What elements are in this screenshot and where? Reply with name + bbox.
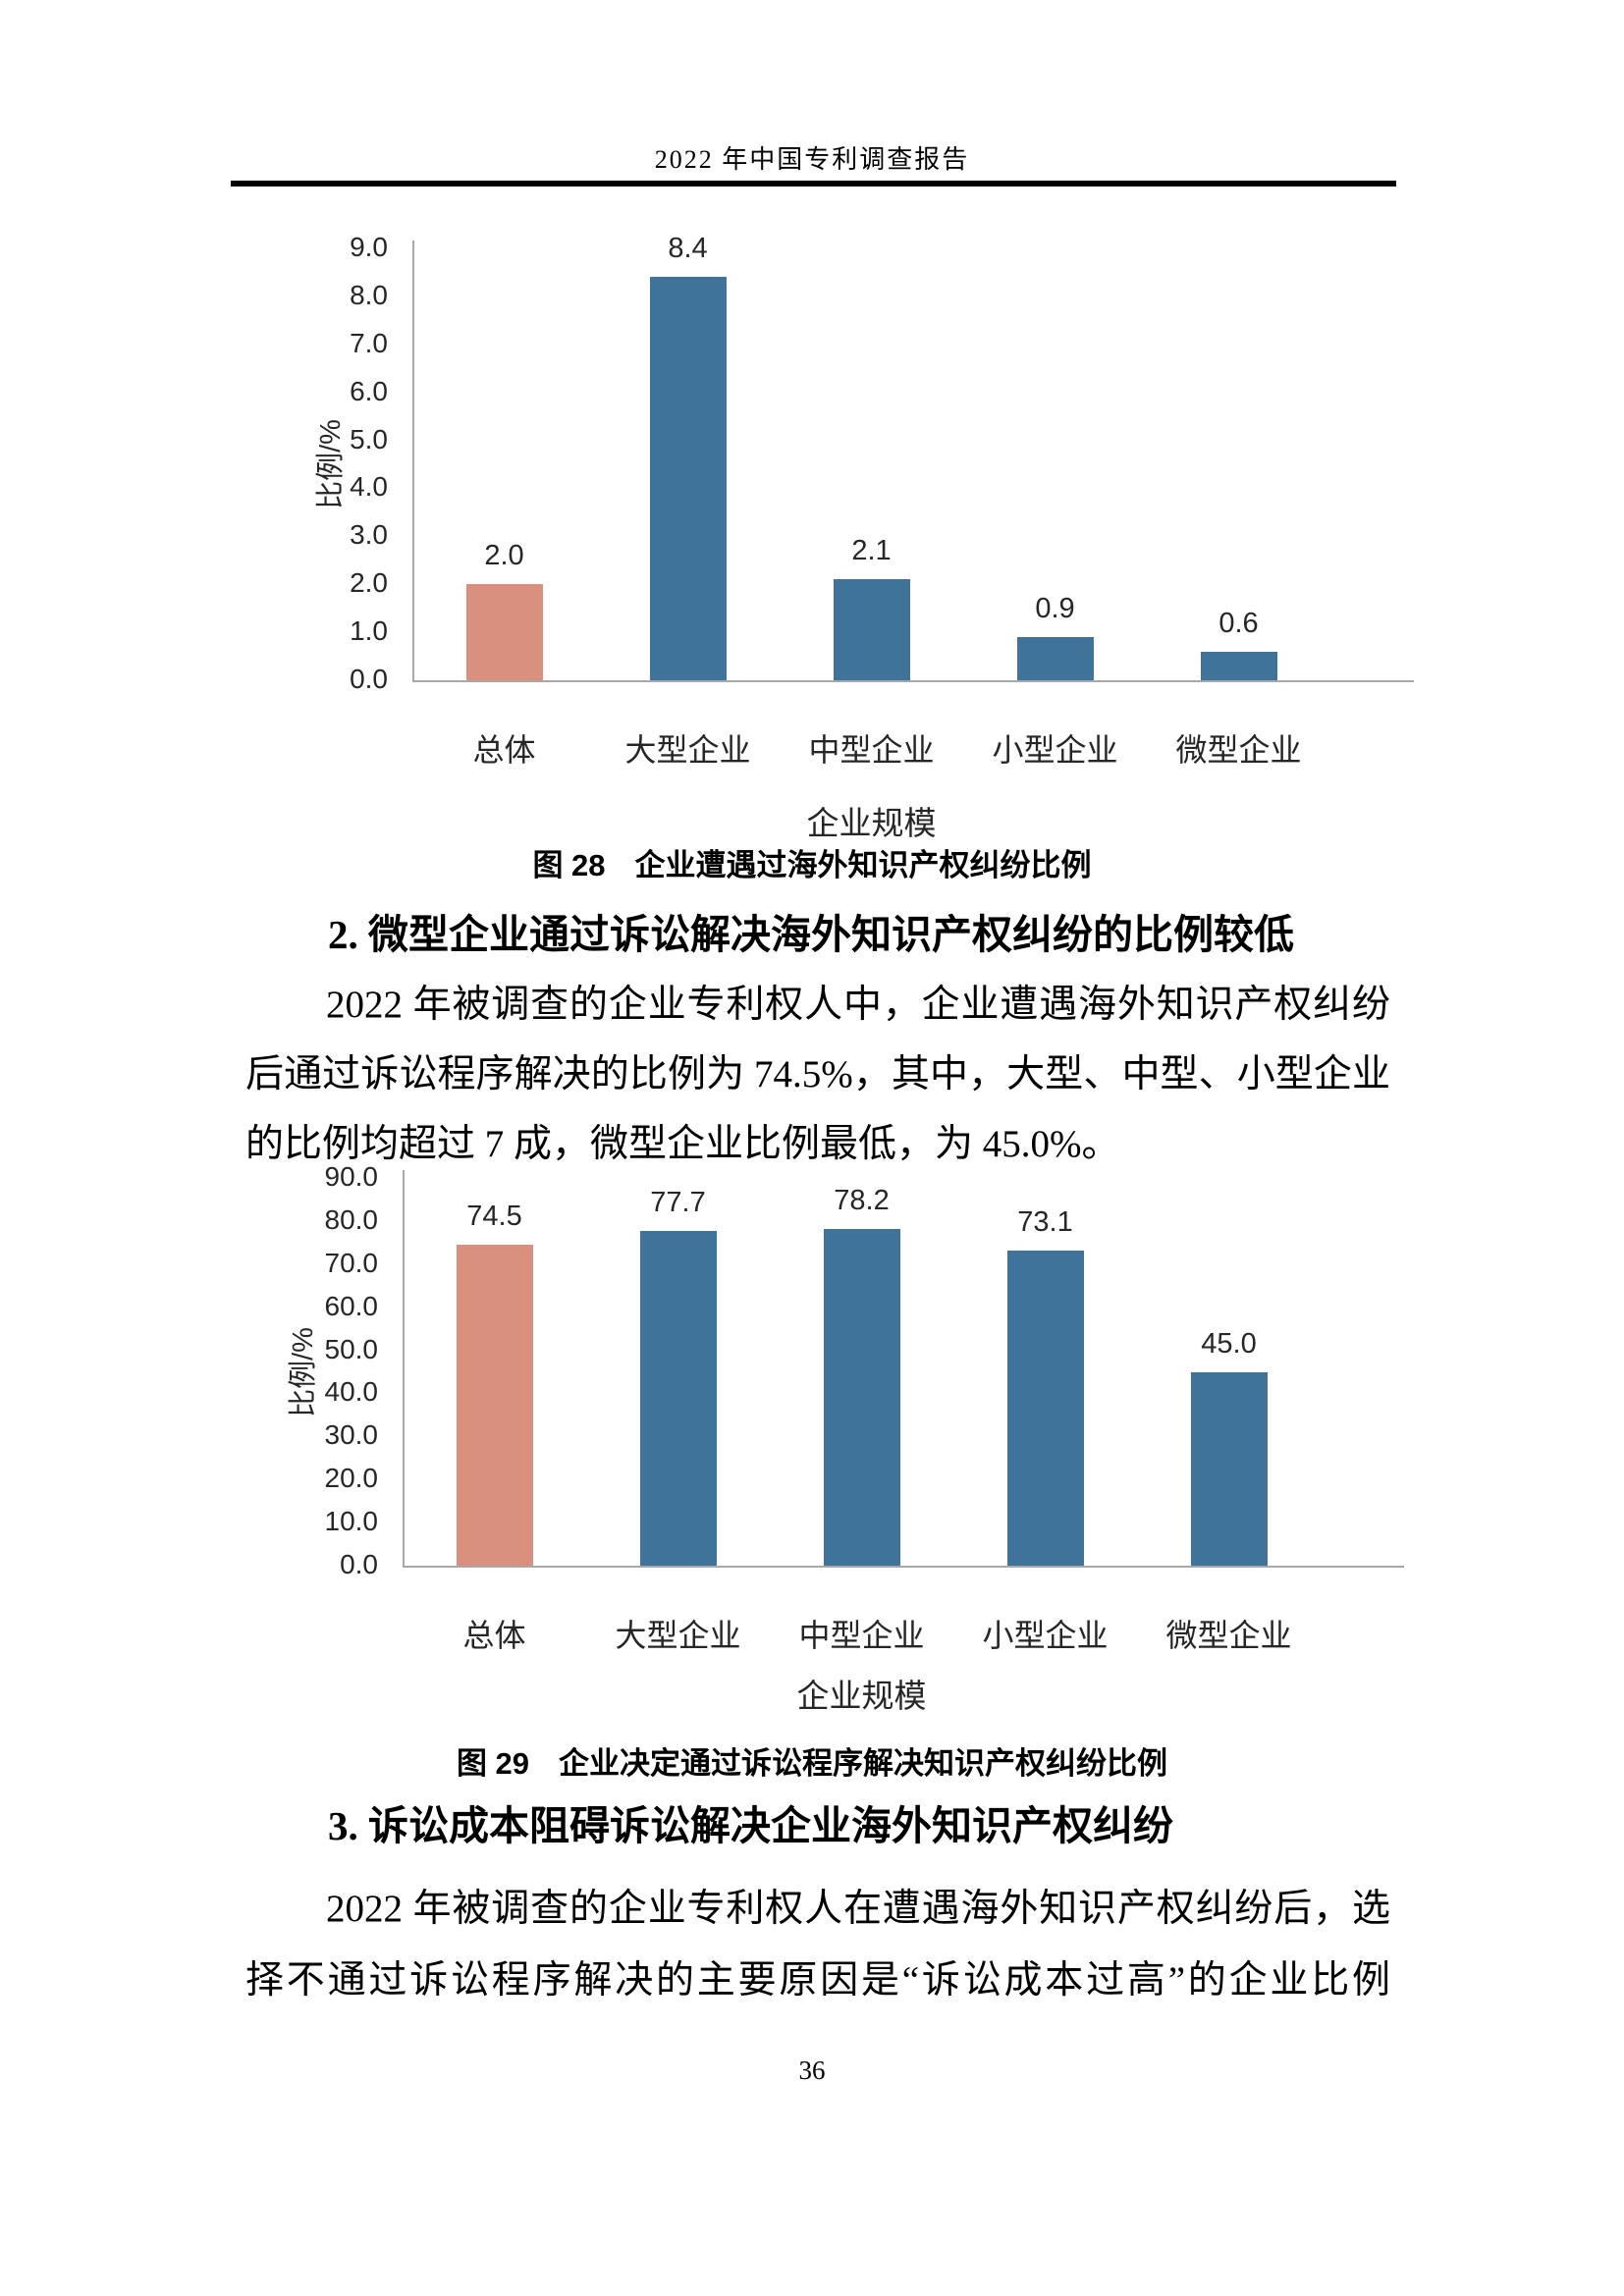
bar-value-label: 0.9 [1035, 593, 1075, 624]
x-axis-title: 企业规模 [796, 1678, 927, 1714]
bar-value-label: 78.2 [834, 1184, 890, 1216]
y-tick-label: 0.0 [350, 664, 388, 694]
category-label: 总体 [462, 1618, 526, 1653]
x-axis-line [412, 680, 1414, 682]
category-label: 小型企业 [982, 1618, 1109, 1653]
bar-value-label: 45.0 [1201, 1327, 1257, 1360]
y-axis-title: 比例/% [288, 1326, 319, 1417]
section-3-paragraph: 2022 年被调查的企业专利权人在遭遇海外知识产权纠纷后，选择不通过诉讼程序解决… [245, 1873, 1390, 2016]
y-axis-line [412, 240, 414, 680]
category-label: 小型企业 [992, 732, 1118, 768]
y-tick-label: 3.0 [350, 519, 388, 551]
y-tick-label: 1.0 [350, 615, 388, 647]
paragraph-line: 2022 年被调查的企业专利权人在遭遇海外知识产权纠纷后，选 [326, 1888, 1390, 1930]
paragraph-line: 2022 年被调查的企业专利权人中，企业遭遇海外知识产权纠纷 [326, 984, 1390, 1026]
figure-28-caption: 图 28 企业遭遇过海外知识产权纠纷比例 [0, 840, 1624, 884]
bar [456, 1245, 533, 1566]
bar-value-label: 2.1 [851, 535, 892, 567]
paragraph-line: 的比例均超过 7 成，微型企业比例最低，为 45.0%。 [245, 1123, 1120, 1165]
y-tick-label: 6.0 [350, 375, 388, 406]
bar-value-label: 73.1 [1017, 1206, 1073, 1239]
category-label: 大型企业 [615, 1618, 741, 1653]
bar-value-label: 8.4 [668, 233, 708, 265]
bar [1200, 651, 1277, 680]
page-header-title: 2022 年中国专利调查报告 [654, 145, 970, 174]
figure-29-caption-tag: 图 29 [456, 1746, 530, 1781]
bar [465, 584, 543, 680]
category-label: 总体 [472, 732, 536, 768]
y-tick-label: 8.0 [350, 279, 388, 310]
y-tick-label: 80.0 [324, 1203, 379, 1235]
page-number: 36 [798, 2056, 826, 2085]
category-label: 中型企业 [808, 732, 935, 768]
y-tick-label: 40.0 [324, 1376, 379, 1408]
bar [1016, 637, 1094, 680]
bar-value-label: 74.5 [466, 1201, 522, 1233]
y-tick-label: 7.0 [350, 327, 388, 358]
category-label: 微型企业 [1165, 1618, 1292, 1653]
paragraph-line: 择不通过诉讼程序解决的主要原因是“诉讼成本过高”的企业比例 [245, 1959, 1390, 2002]
paragraph-line: 后通过诉讼程序解决的比例为 74.5%，其中，大型、中型、小型企业 [245, 1053, 1390, 1095]
y-tick-label: 50.0 [324, 1333, 379, 1364]
bar-value-label: 0.6 [1218, 607, 1259, 639]
y-tick-label: 60.0 [324, 1290, 379, 1321]
y-tick-label: 70.0 [324, 1247, 379, 1278]
y-tick-label: 4.0 [350, 471, 388, 503]
figure-28-caption-title: 企业遭遇过海外知识产权纠纷比例 [634, 848, 1092, 882]
bar-value-label: 2.0 [484, 540, 524, 572]
bar [823, 1228, 900, 1566]
y-tick-label: 20.0 [324, 1463, 379, 1494]
category-label: 微型企业 [1175, 732, 1302, 768]
category-label: 大型企业 [624, 732, 751, 768]
figure-28-caption-tag: 图 28 [532, 848, 606, 882]
bar-value-label: 77.7 [650, 1186, 706, 1218]
y-tick-label: 10.0 [324, 1506, 379, 1537]
bar [639, 1230, 717, 1566]
category-label: 中型企业 [798, 1618, 925, 1653]
bar [1006, 1251, 1084, 1566]
y-tick-label: 90.0 [324, 1161, 379, 1192]
y-tick-label: 9.0 [350, 232, 388, 262]
section-2-heading: 2. 微型企业通过诉讼解决海外知识产权纠纷的比例较低 [328, 912, 1294, 957]
y-tick-label: 5.0 [350, 423, 388, 454]
y-tick-label: 30.0 [324, 1419, 379, 1451]
bar [649, 277, 727, 680]
figure-29-caption: 图 29 企业决定通过诉讼程序解决知识产权纠纷比例 [0, 1738, 1624, 1783]
x-axis-line [403, 1566, 1404, 1568]
header-rule [231, 181, 1396, 187]
section-2-paragraph: 2022 年被调查的企业专利权人中，企业遭遇海外知识产权纠纷后通过诉讼程序解决的… [245, 970, 1390, 1179]
section-3-heading: 3. 诉讼成本阻碍诉讼解决企业海外知识产权纠纷 [328, 1803, 1173, 1848]
y-tick-label: 0.0 [340, 1549, 378, 1579]
x-axis-title: 企业规模 [806, 805, 937, 841]
bar [1190, 1371, 1268, 1566]
figure-29-caption-title: 企业决定通过诉讼程序解决知识产权纠纷比例 [559, 1746, 1168, 1781]
bar [833, 579, 910, 680]
y-axis-line [403, 1170, 405, 1566]
y-tick-label: 2.0 [350, 567, 388, 599]
